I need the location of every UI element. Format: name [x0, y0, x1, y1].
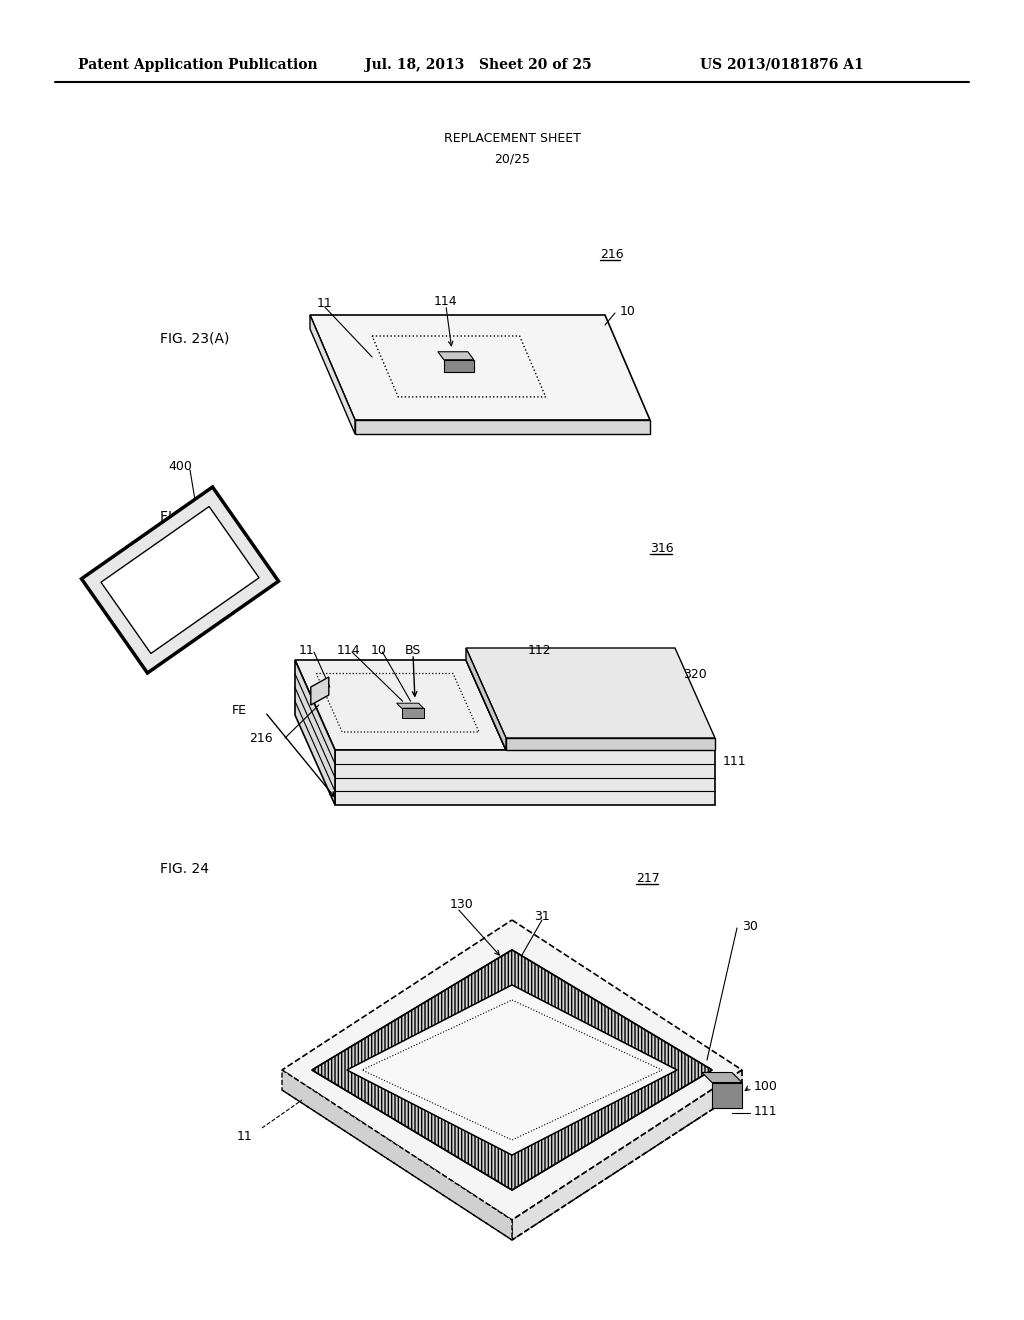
Text: 30: 30 — [742, 920, 758, 933]
Text: Patent Application Publication: Patent Application Publication — [78, 58, 317, 73]
Polygon shape — [506, 738, 715, 750]
Text: 216: 216 — [250, 733, 273, 744]
Polygon shape — [466, 648, 506, 750]
Polygon shape — [466, 648, 715, 738]
Text: 114: 114 — [434, 294, 458, 308]
Text: FIG. 23(B): FIG. 23(B) — [160, 510, 229, 524]
Text: 111: 111 — [723, 755, 746, 768]
Polygon shape — [702, 1072, 742, 1082]
Polygon shape — [312, 950, 712, 1191]
Text: 130: 130 — [451, 898, 474, 911]
Text: 31: 31 — [535, 909, 550, 923]
Text: 112: 112 — [527, 644, 551, 657]
Polygon shape — [347, 985, 677, 1155]
Text: Jul. 18, 2013   Sheet 20 of 25: Jul. 18, 2013 Sheet 20 of 25 — [365, 58, 592, 73]
Polygon shape — [282, 920, 742, 1220]
Text: 11: 11 — [316, 297, 333, 310]
Polygon shape — [347, 985, 677, 1155]
Text: 316: 316 — [650, 543, 674, 554]
Polygon shape — [295, 660, 335, 805]
Polygon shape — [401, 709, 424, 718]
Text: BS: BS — [404, 644, 421, 657]
Polygon shape — [396, 704, 424, 709]
Text: REPLACEMENT SHEET: REPLACEMENT SHEET — [443, 132, 581, 145]
Polygon shape — [310, 315, 650, 420]
Text: 216: 216 — [600, 248, 624, 261]
Polygon shape — [311, 677, 329, 705]
Text: 114: 114 — [337, 644, 360, 657]
Text: 10: 10 — [620, 305, 636, 318]
Text: 111: 111 — [754, 1105, 777, 1118]
Polygon shape — [312, 950, 712, 1191]
Text: FIG. 23(A): FIG. 23(A) — [160, 333, 229, 346]
Text: 20/25: 20/25 — [494, 152, 530, 165]
Polygon shape — [438, 351, 474, 360]
Polygon shape — [335, 750, 715, 805]
Text: 11: 11 — [299, 644, 314, 657]
Text: 217: 217 — [636, 873, 659, 884]
Polygon shape — [355, 420, 650, 434]
Polygon shape — [101, 507, 259, 653]
Polygon shape — [712, 1082, 742, 1107]
Polygon shape — [82, 487, 279, 673]
Polygon shape — [443, 360, 474, 372]
Text: FIG. 24: FIG. 24 — [160, 862, 209, 876]
Text: FE: FE — [232, 704, 247, 717]
Polygon shape — [310, 315, 355, 434]
Polygon shape — [295, 660, 506, 750]
Polygon shape — [282, 1071, 512, 1239]
Polygon shape — [512, 1071, 742, 1239]
Polygon shape — [466, 660, 715, 750]
Text: 10: 10 — [371, 644, 386, 657]
Text: 320: 320 — [683, 668, 707, 681]
Text: 100: 100 — [754, 1080, 778, 1093]
Text: US 2013/0181876 A1: US 2013/0181876 A1 — [700, 58, 864, 73]
Text: 11: 11 — [237, 1130, 252, 1143]
Text: 400: 400 — [168, 459, 191, 473]
